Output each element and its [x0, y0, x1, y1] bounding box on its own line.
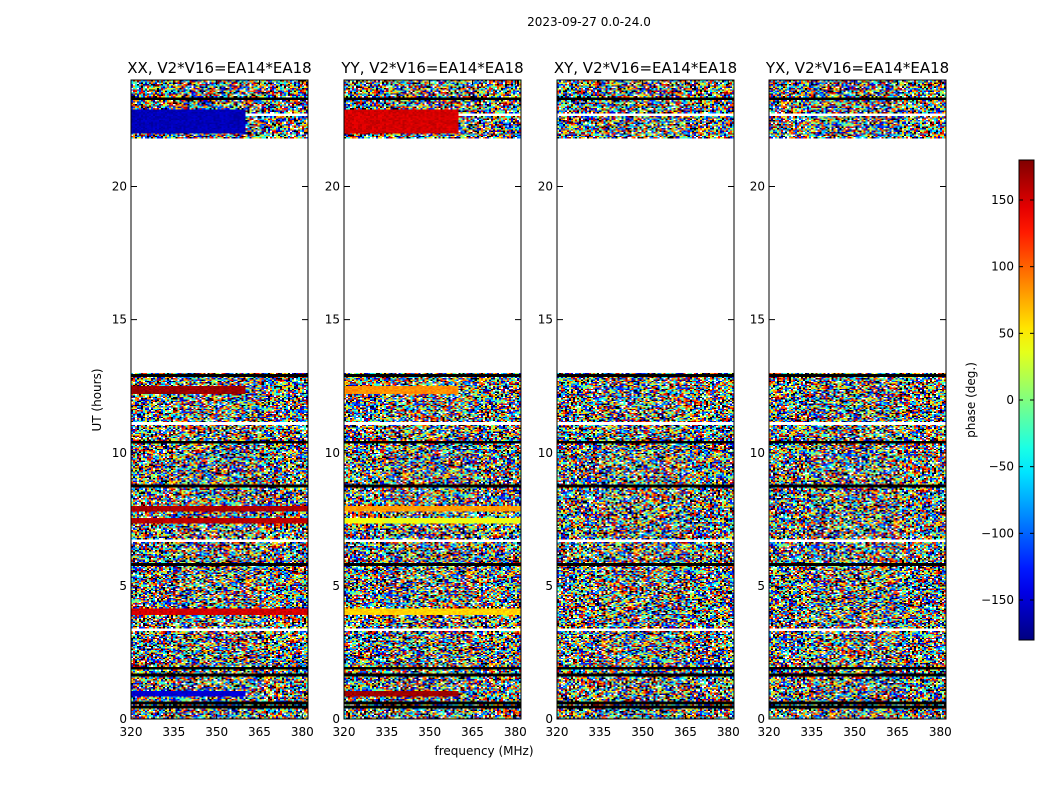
y-tick-label: 0 — [119, 712, 127, 726]
heatmap-raster — [131, 80, 308, 719]
plot-frame — [556, 79, 735, 720]
x-axis-label: frequency (MHz) — [434, 744, 533, 758]
y-tick-label: 10 — [325, 446, 340, 460]
y-tick-label: 10 — [750, 446, 765, 460]
colorbar: 150 100 50 0 −50 −100 −150 — [981, 159, 1035, 641]
plot-frame — [343, 79, 522, 720]
x-tick-label: 365 — [248, 725, 271, 739]
panel-4: YX, V2*V16=EA14*EA18 320 335 350 365 380 0 5 10 1… — [750, 59, 952, 739]
y-tick-label: 0 — [545, 712, 553, 726]
panel-title: YY, V2*V16=EA14*EA18 — [340, 59, 523, 77]
y-tick-label: 15 — [538, 313, 553, 327]
y-tick-label: 20 — [750, 180, 765, 194]
colorbar-tick-label: 0 — [1006, 393, 1014, 407]
colorbar-tick-label: −50 — [989, 460, 1014, 474]
y-tick-label: 15 — [112, 313, 127, 327]
x-tick-label: 365 — [674, 725, 697, 739]
colorbar-tick-label: 100 — [991, 260, 1014, 274]
panel-2: YY, V2*V16=EA14*EA18 320 335 350 365 380 0 5 10 1… — [325, 59, 527, 739]
x-tick-label: 380 — [717, 725, 740, 739]
x-tick-label: 380 — [504, 725, 527, 739]
y-tick-label: 10 — [538, 446, 553, 460]
y-tick-label: 20 — [112, 180, 127, 194]
y-tick-label: 10 — [112, 446, 127, 460]
y-tick-label: 5 — [545, 579, 553, 593]
panel-title: XX, V2*V16=EA14*EA18 — [127, 59, 311, 77]
x-tick-label: 335 — [800, 725, 823, 739]
y-tick-label: 5 — [119, 579, 127, 593]
x-tick-label: 365 — [461, 725, 484, 739]
figure-title: 2023-09-27 0.0-24.0 — [527, 15, 651, 29]
x-tick-label: 335 — [162, 725, 185, 739]
colorbar-tick-label: 150 — [991, 193, 1014, 207]
colorbar-tick-label: 50 — [999, 326, 1014, 340]
x-tick-label: 350 — [205, 725, 228, 739]
heatmap-raster — [769, 80, 946, 719]
x-tick-label: 380 — [291, 725, 314, 739]
y-tick-label: 15 — [325, 313, 340, 327]
plot-frame — [768, 79, 947, 720]
x-tick-label: 380 — [929, 725, 952, 739]
x-tick-label: 335 — [375, 725, 398, 739]
x-tick-label: 320 — [120, 725, 143, 739]
heatmap-raster — [344, 80, 521, 719]
panel-title: XY, V2*V16=EA14*EA18 — [554, 59, 737, 77]
y-tick-label: 15 — [750, 313, 765, 327]
panel-title: YX, V2*V16=EA14*EA18 — [765, 59, 949, 77]
panel-3: XY, V2*V16=EA14*EA18 320 335 350 365 380 0 5 10 1… — [538, 59, 740, 739]
colorbar-label: phase (deg.) — [964, 362, 978, 438]
colorbar-tick-label: −150 — [981, 593, 1014, 607]
y-tick-label: 20 — [325, 180, 340, 194]
plot-frame — [130, 79, 309, 720]
x-tick-label: 320 — [546, 725, 569, 739]
heatmap-raster — [557, 80, 734, 719]
x-tick-label: 365 — [886, 725, 909, 739]
x-tick-label: 320 — [758, 725, 781, 739]
x-tick-label: 320 — [333, 725, 356, 739]
x-tick-label: 335 — [588, 725, 611, 739]
panel-1: XX, V2*V16=EA14*EA18 320 335 350 365 380 0 5 10 1… — [112, 59, 314, 739]
y-axis-label: UT (hours) — [90, 368, 104, 431]
y-tick-label: 0 — [332, 712, 340, 726]
y-tick-label: 20 — [538, 180, 553, 194]
x-tick-label: 350 — [631, 725, 654, 739]
x-tick-label: 350 — [843, 725, 866, 739]
y-tick-label: 5 — [757, 579, 765, 593]
y-tick-label: 0 — [757, 712, 765, 726]
panels: XX, V2*V16=EA14*EA18 320 335 350 365 380 0 5 10 1… — [112, 59, 952, 739]
y-tick-label: 5 — [332, 579, 340, 593]
x-tick-label: 350 — [418, 725, 441, 739]
colorbar-tick-label: −100 — [981, 526, 1014, 540]
